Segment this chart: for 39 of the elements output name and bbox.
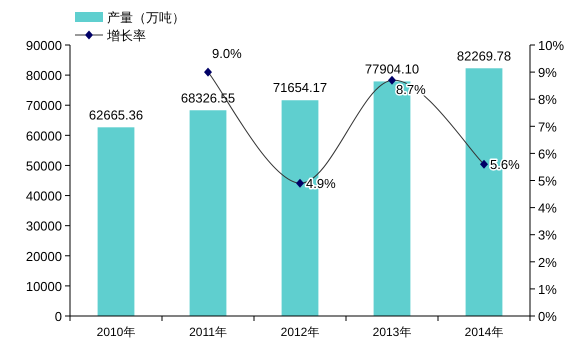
y-tick-label: 50000 [26,158,62,174]
bar [190,110,226,316]
y-tick-label: 30000 [26,218,62,234]
point [296,178,304,188]
y2-tick-label: 10% [538,38,564,53]
data-label: 9.0% [212,46,242,62]
y2-tick-label: 7% [538,119,558,134]
data-label: 77904.10 [364,61,420,76]
y2-tick-label: 1% [538,282,558,297]
data-label: 62665.36 [88,107,144,122]
y2-tick-label: 0% [538,309,558,324]
y-tick-label: 40000 [26,188,62,204]
y-tick-label: 10000 [26,278,62,294]
y-tick-label: 60000 [26,128,62,144]
legend-label: 增长率 [106,28,146,43]
y-tick-label: 70000 [26,98,62,114]
legend-label: 产量（万吨） [107,10,185,25]
point [388,76,396,85]
x-tick-label: 2013年 [372,325,412,339]
y2-tick-label: 3% [538,228,558,243]
y-tick-label: 0 [54,309,62,324]
x-tick-label: 2014年 [464,325,504,339]
y2-tick-label: 6% [538,146,558,162]
y2-tick-label: 4% [538,200,558,216]
y-tick-label: 20000 [26,248,62,264]
y2-tick-label: 2% [538,254,558,270]
y2-tick-label: 9% [538,65,558,80]
y-tick-label: 90000 [26,38,62,53]
x-tick-label: 2012年 [280,325,320,339]
y2-tick-label: 5% [538,174,558,188]
point [204,68,212,77]
data-label: 71654.17 [272,80,328,96]
y2-tick-label: 8% [538,92,558,108]
bar [98,127,134,316]
x-tick-label: 2011年 [189,325,227,339]
x-tick-label: 2010年 [96,325,136,339]
data-label: 82269.78 [456,48,512,64]
point [480,160,488,169]
y-tick-label: 80000 [26,68,62,84]
